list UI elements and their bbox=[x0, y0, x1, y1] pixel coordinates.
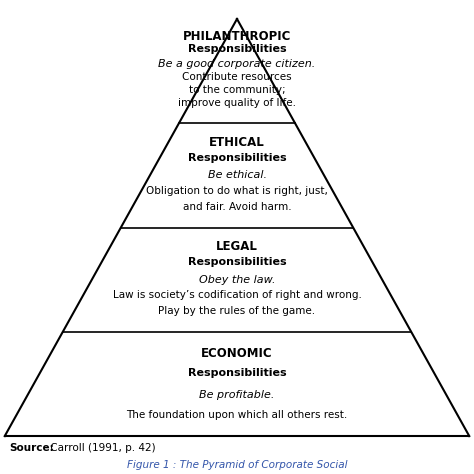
Text: Responsibilities: Responsibilities bbox=[188, 153, 286, 163]
Text: Play by the rules of the game.: Play by the rules of the game. bbox=[158, 306, 316, 316]
Text: Contribute resources: Contribute resources bbox=[182, 72, 292, 82]
Text: Source:: Source: bbox=[9, 443, 54, 453]
Text: Be profitable.: Be profitable. bbox=[199, 390, 275, 400]
Polygon shape bbox=[5, 19, 469, 436]
Text: to the community;: to the community; bbox=[189, 85, 285, 95]
Text: Obey the law.: Obey the law. bbox=[199, 274, 275, 285]
Text: Figure 1 : The Pyramid of Corporate Social: Figure 1 : The Pyramid of Corporate Soci… bbox=[127, 460, 347, 471]
Text: Law is society’s codification of right and wrong.: Law is society’s codification of right a… bbox=[112, 291, 362, 301]
Text: Carroll (1991, p. 42): Carroll (1991, p. 42) bbox=[47, 443, 156, 453]
Text: Obligation to do what is right, just,: Obligation to do what is right, just, bbox=[146, 186, 328, 196]
Text: Be a good corporate citizen.: Be a good corporate citizen. bbox=[158, 59, 316, 69]
Text: PHILANTHROPIC: PHILANTHROPIC bbox=[183, 29, 291, 43]
Text: Be ethical.: Be ethical. bbox=[208, 170, 266, 181]
Text: ECONOMIC: ECONOMIC bbox=[201, 347, 273, 360]
Text: improve quality of life.: improve quality of life. bbox=[178, 98, 296, 108]
Text: and fair. Avoid harm.: and fair. Avoid harm. bbox=[182, 202, 292, 212]
Text: The foundation upon which all others rest.: The foundation upon which all others res… bbox=[127, 410, 347, 419]
Text: Responsibilities: Responsibilities bbox=[188, 368, 286, 378]
Text: Responsibilities: Responsibilities bbox=[188, 257, 286, 267]
Text: Responsibilities: Responsibilities bbox=[188, 44, 286, 54]
Text: ETHICAL: ETHICAL bbox=[209, 136, 265, 148]
Text: LEGAL: LEGAL bbox=[216, 240, 258, 253]
